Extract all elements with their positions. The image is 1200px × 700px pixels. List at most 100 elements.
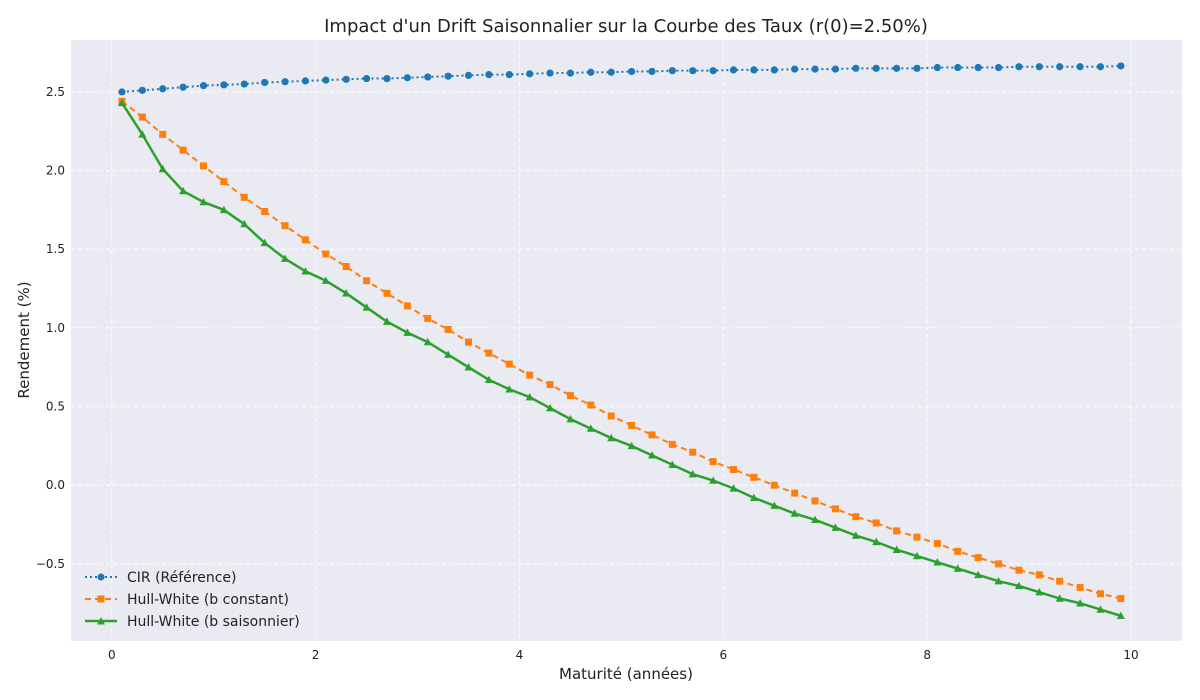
data-point xyxy=(240,219,249,228)
data-point xyxy=(933,63,941,72)
plot-area xyxy=(71,40,1182,641)
data-point xyxy=(240,80,248,88)
data-point xyxy=(220,81,228,89)
data-point xyxy=(974,554,982,562)
data-point xyxy=(342,263,350,271)
data-point xyxy=(709,67,717,75)
data-point xyxy=(628,421,636,429)
x-tick-label: 4 xyxy=(516,648,524,662)
data-point xyxy=(811,515,820,524)
legend: CIR (Référence) Hull-White (b constant) … xyxy=(85,570,300,630)
data-point xyxy=(770,501,779,509)
data-point xyxy=(260,238,269,247)
data-point xyxy=(1056,577,1064,585)
data-point xyxy=(117,98,126,107)
data-point xyxy=(526,371,534,379)
data-point xyxy=(281,254,290,262)
data-point xyxy=(363,277,371,285)
data-point xyxy=(505,71,513,79)
data-point xyxy=(770,481,778,489)
data-point xyxy=(322,76,330,84)
data-point xyxy=(444,350,453,358)
data-point xyxy=(566,392,574,400)
x-axis-title: Maturité (années) xyxy=(559,665,693,683)
data-point xyxy=(261,78,269,87)
data-point xyxy=(342,75,350,83)
data-point xyxy=(382,317,391,325)
legend-marker-hw-constant xyxy=(97,595,105,603)
data-point xyxy=(546,403,555,412)
legend-marker-cir xyxy=(97,573,105,581)
data-point xyxy=(587,68,595,76)
data-point xyxy=(444,72,452,80)
data-point xyxy=(995,560,1003,568)
data-point xyxy=(281,78,289,86)
data-point xyxy=(688,470,697,478)
data-point xyxy=(464,363,473,371)
data-point xyxy=(199,197,208,206)
x-tick-label: 10 xyxy=(1123,648,1138,662)
data-point xyxy=(200,162,208,170)
data-point xyxy=(566,69,575,77)
series-1 xyxy=(118,97,1125,603)
data-point xyxy=(1096,605,1105,613)
data-point xyxy=(403,74,411,82)
data-point xyxy=(1117,595,1125,603)
data-point xyxy=(831,65,840,73)
data-point xyxy=(729,484,738,492)
data-point xyxy=(424,314,432,322)
data-point xyxy=(240,193,248,201)
grid xyxy=(71,40,1182,641)
data-point xyxy=(689,448,697,456)
data-point xyxy=(974,63,982,72)
data-point xyxy=(464,71,473,79)
data-point xyxy=(647,451,656,459)
data-point xyxy=(1056,63,1064,71)
data-point xyxy=(994,577,1003,585)
data-point xyxy=(730,466,738,474)
data-point xyxy=(668,440,676,448)
data-point xyxy=(933,558,942,566)
data-point xyxy=(301,267,310,275)
data-point xyxy=(770,66,778,74)
data-point xyxy=(383,74,391,83)
y-tick-label: 1.0 xyxy=(46,321,65,335)
data-point xyxy=(852,64,860,72)
data-point xyxy=(444,325,452,333)
data-point xyxy=(811,65,819,73)
data-point xyxy=(159,130,167,138)
data-point xyxy=(118,88,126,96)
data-point xyxy=(1015,63,1023,71)
data-point xyxy=(750,66,758,74)
data-point xyxy=(709,476,718,484)
data-point xyxy=(485,71,493,79)
data-point xyxy=(546,381,554,389)
data-point xyxy=(1035,588,1044,596)
data-point xyxy=(322,250,330,258)
data-point xyxy=(199,82,208,90)
data-point xyxy=(627,67,636,76)
data-point xyxy=(668,67,676,75)
data-point xyxy=(607,412,615,420)
data-point xyxy=(301,236,309,244)
data-point xyxy=(403,328,412,336)
series-2 xyxy=(117,98,1125,620)
data-point xyxy=(342,289,351,297)
y-tick-label: 0.0 xyxy=(46,478,65,492)
y-tick-label: −0.5 xyxy=(36,557,65,571)
data-point xyxy=(689,67,697,75)
data-point xyxy=(913,64,921,72)
data-point xyxy=(525,392,534,401)
data-point xyxy=(831,523,840,531)
data-point xyxy=(179,83,187,91)
data-point xyxy=(954,63,962,72)
data-point xyxy=(627,441,636,450)
data-point xyxy=(566,414,575,423)
data-point xyxy=(933,539,941,547)
data-point xyxy=(1076,599,1085,607)
data-point xyxy=(424,73,432,81)
legend-item-cir: CIR (Référence) xyxy=(85,570,237,586)
data-point xyxy=(1076,63,1084,71)
data-point xyxy=(1116,611,1125,620)
data-point xyxy=(607,68,615,76)
